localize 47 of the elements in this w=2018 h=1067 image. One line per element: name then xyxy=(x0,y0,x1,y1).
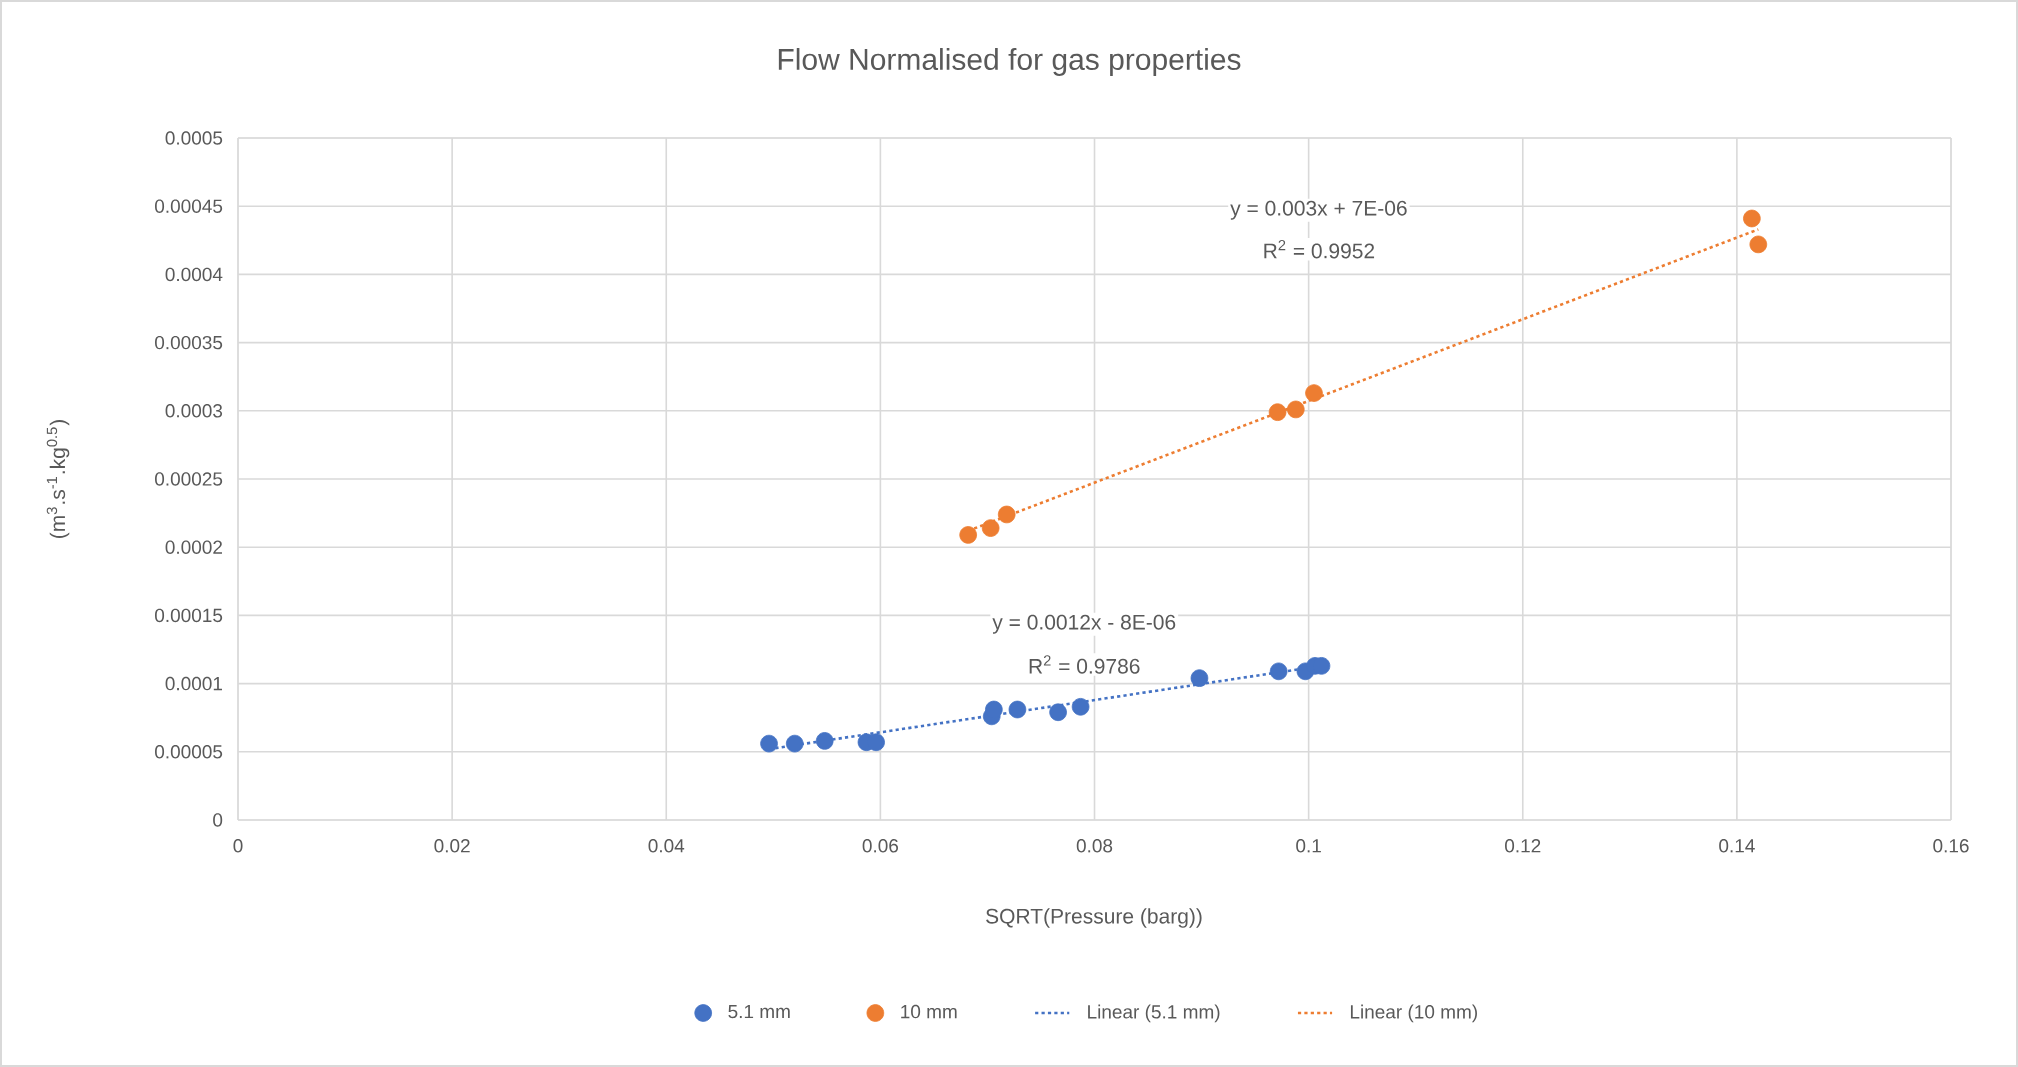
legend-label: 5.1 mm xyxy=(728,1004,790,1019)
point xyxy=(785,734,804,753)
x-tick-label: 0.06 xyxy=(862,839,899,853)
x-axis-title: SQRT(Pressure (barg)) xyxy=(986,908,1202,928)
y-tick-label: 0.00045 xyxy=(155,199,223,213)
y-tick-label: 0.0002 xyxy=(165,540,222,554)
annotation: R$^{2}$ = 0.9952 xyxy=(1264,239,1375,259)
x-tick-label: 0.12 xyxy=(1505,839,1541,853)
point xyxy=(1743,209,1761,228)
y-tick-label: 0 xyxy=(213,813,223,827)
y-tick-label: 0.00025 xyxy=(155,472,223,486)
y-tick-label: 0.0001 xyxy=(165,676,222,691)
point xyxy=(815,732,834,750)
annotation: y = 0.0012x - 8E-06 xyxy=(992,614,1176,634)
point xyxy=(1749,235,1768,254)
x-tick-label: 0.08 xyxy=(1076,839,1113,853)
point xyxy=(1071,697,1090,716)
y-tick-label: 0.00035 xyxy=(155,335,223,350)
legend-label: 10 mm xyxy=(901,1004,957,1019)
y-axis-title: (m$^{3}$.s$^{-1}$.kg$^{0.5}$) xyxy=(46,420,70,538)
x-tick-label: 0.04 xyxy=(648,839,685,853)
annotation: R$^{2}$ = 0.9786 xyxy=(1029,655,1140,674)
y-tick-label: 0.0003 xyxy=(165,404,223,418)
y-tick-label: 0.00005 xyxy=(155,745,223,759)
point xyxy=(1286,400,1305,419)
x-tick-label: 0.16 xyxy=(1933,839,1969,853)
y-tick-label: 0.0005 xyxy=(165,131,223,145)
point xyxy=(981,519,1000,537)
point xyxy=(1268,403,1287,421)
legend-label: Linear (5.1 mm) xyxy=(1088,1004,1220,1023)
x-tick-label: 0.1 xyxy=(1296,839,1321,853)
point xyxy=(760,734,778,753)
x-tick-label: 0 xyxy=(233,839,243,853)
point xyxy=(1008,700,1027,719)
annotation: y = 0.003x + 7E-06 xyxy=(1230,200,1407,220)
point xyxy=(1269,662,1288,681)
point xyxy=(959,526,977,544)
point xyxy=(1049,703,1067,722)
point xyxy=(1305,384,1323,402)
chart-title: Flow Normalised for gas properties xyxy=(778,48,1241,76)
y-tick-label: 0.0004 xyxy=(165,267,223,282)
y-tick-label: 0.00015 xyxy=(155,608,223,623)
x-tick-label: 0.02 xyxy=(434,839,470,853)
x-tick-label: 0.14 xyxy=(1719,839,1755,853)
legend-label: Linear (10 mm) xyxy=(1350,1004,1477,1023)
point xyxy=(997,505,1016,524)
point xyxy=(1190,669,1209,687)
